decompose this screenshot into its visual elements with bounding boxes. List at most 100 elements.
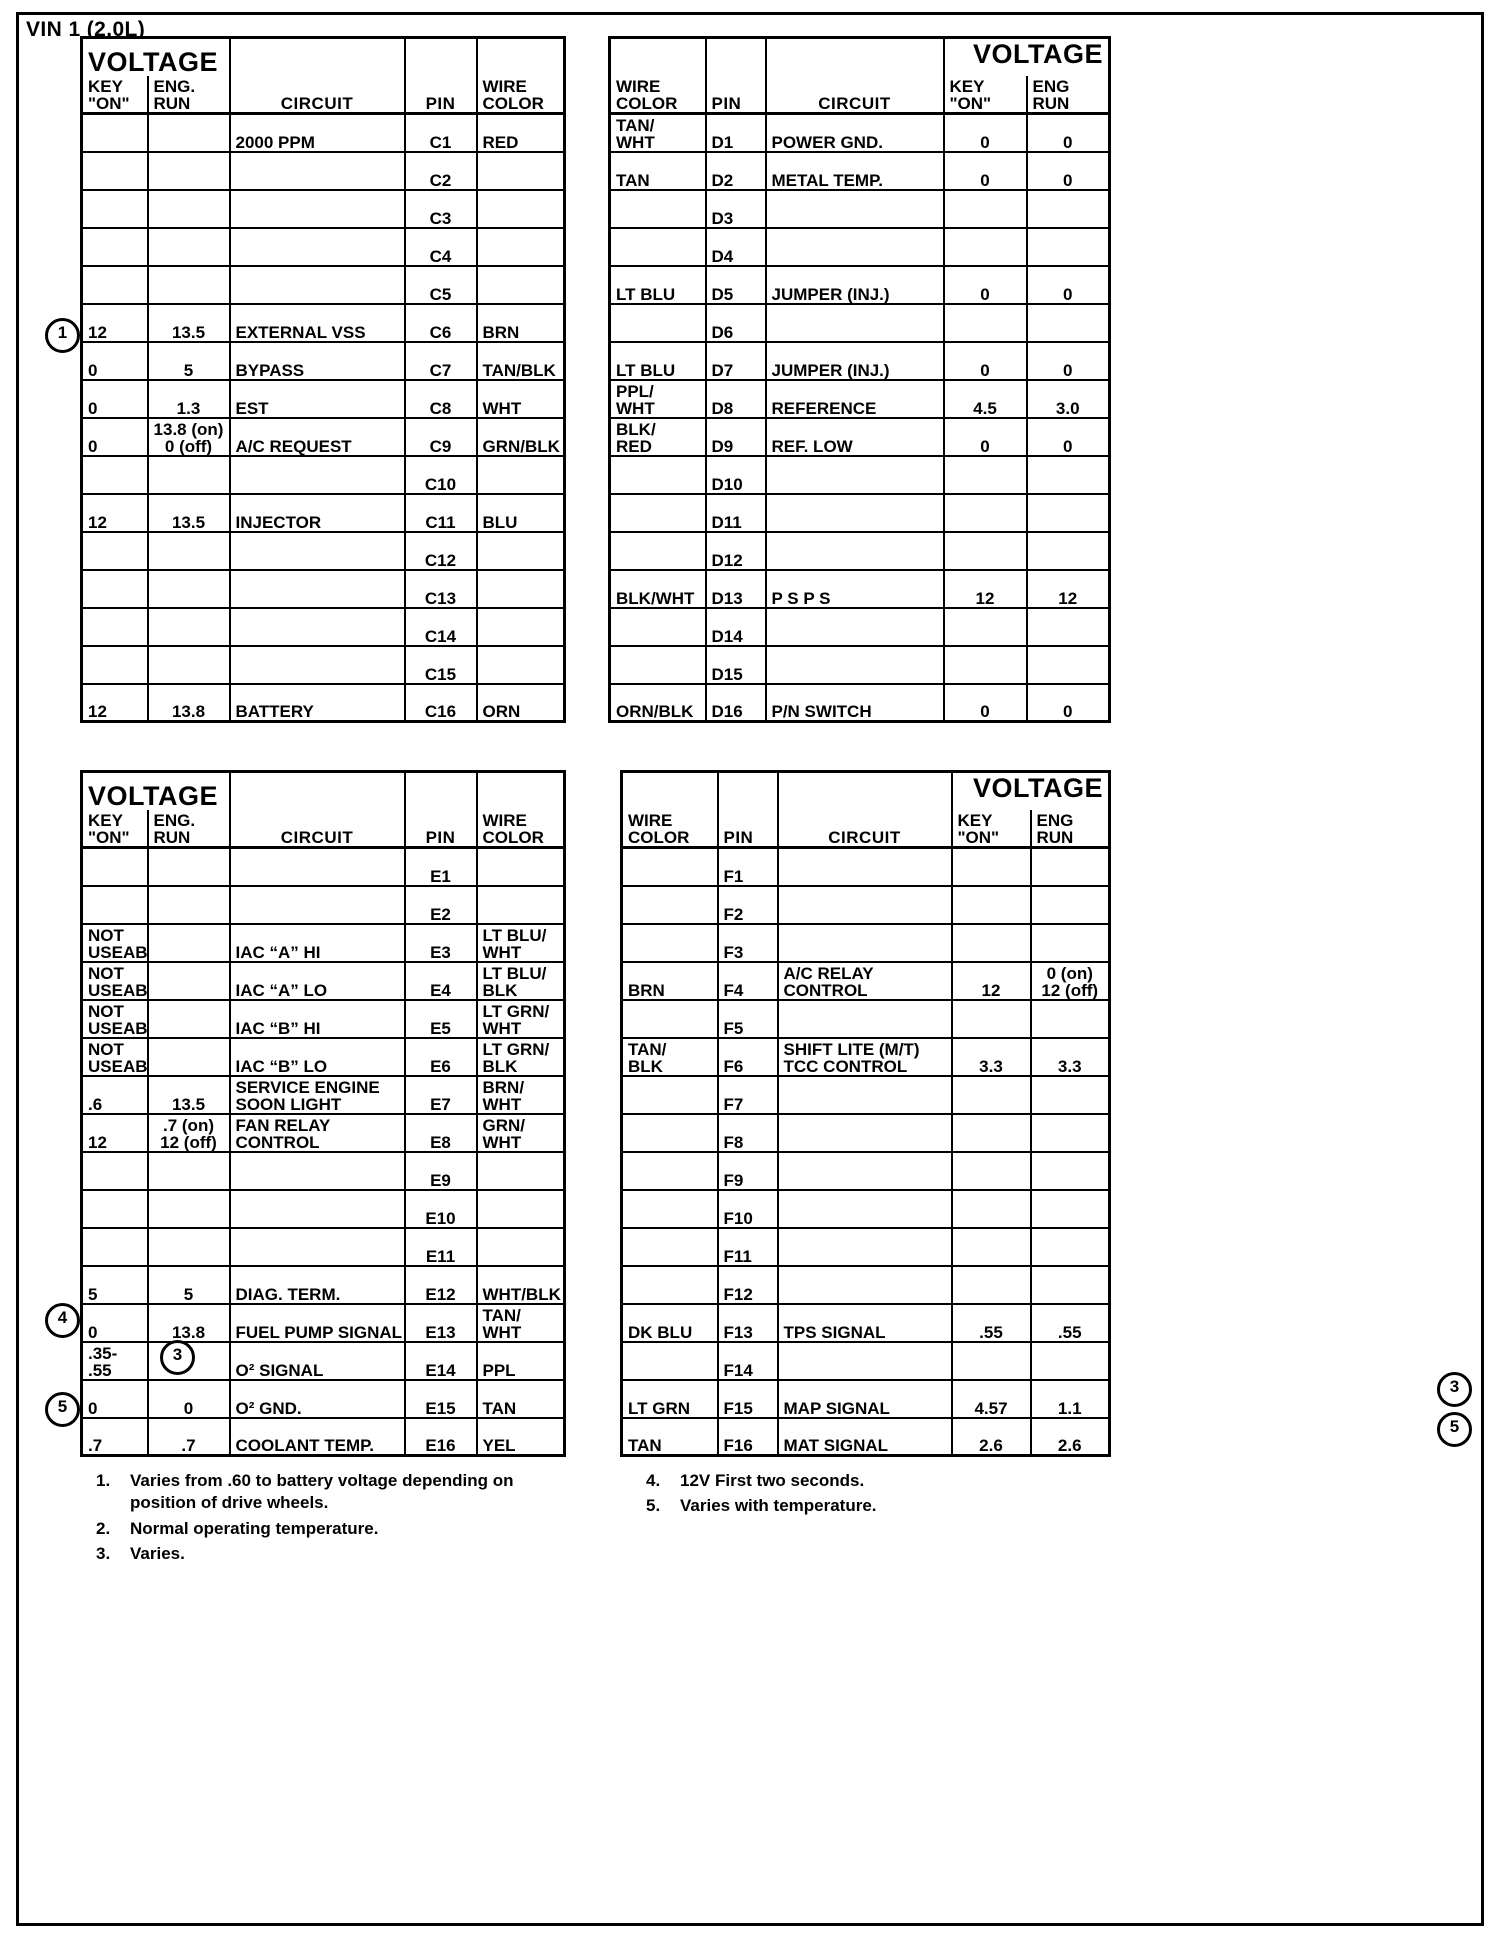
cell-line: 1.3 [176,398,201,418]
footnote-item: 5. Varies with temperature. [646,1495,1116,1517]
cell-circuit: FUEL PUMP SIGNAL [228,1302,406,1343]
cell-line: 3.3 [1057,1056,1082,1076]
voltage-header-f: VOLTAGE [950,770,1111,810]
cell-wire-color: LT BLU [608,340,707,381]
cell-circuit: INJECTOR [228,492,406,533]
cell-wire-color [608,302,707,343]
cell-line: 0 (on) [1046,963,1093,983]
cell-line: 12 (off) [160,1132,217,1152]
voltage-header-d: VOLTAGE [942,36,1111,76]
cell-line: 2.6 [979,1436,1003,1455]
cell-line: TAN/ [616,115,655,135]
cell-eng-run [146,264,231,305]
cell-key-on [80,1150,149,1191]
cell-pin: C14 [403,606,478,647]
cell-circuit [776,884,953,925]
cell-key-on [942,454,1028,495]
table-row: D11 [608,492,1111,533]
pin-header-d: PIN [704,36,767,115]
cell-wire-color [608,492,707,533]
cell-line: NOT [88,963,124,983]
footnote-item: 1. Varies from .60 to battery voltage dep… [96,1470,566,1515]
cell-line: WHT/BLK [482,1284,561,1304]
cell-line: TPS SIGNAL [783,1322,886,1342]
cell-line: E4 [430,980,451,1000]
cell-line: F5 [723,1018,744,1038]
callout-marker-4: 4 [45,1303,80,1338]
cell-line: 4.5 [973,398,997,418]
table-row: 0 13.8 FUEL PUMP SIGNAL E13 TAN/WHT [80,1302,566,1343]
cell-key-on: 12 [80,492,149,533]
cell-line: 13.8 [171,702,206,721]
cell-line: BLK [482,1056,518,1076]
cell-line: .55 [979,1322,1003,1342]
cell-wire-color [620,998,719,1039]
cell-line: D3 [711,208,734,228]
footnote-text: Varies with temperature. [680,1496,877,1516]
cell-line: PPL [482,1360,516,1380]
cell-wire-color [475,188,566,229]
eng-run-header-c: ENG. RUN [146,75,231,115]
cell-pin: E5 [403,998,478,1039]
cell-key-on [950,922,1032,963]
cell-line: C13 [424,588,457,608]
cell-wire-color [475,1188,566,1229]
table-row: C2 [80,150,566,191]
cell-wire-color [620,1264,719,1305]
callout-marker-5-right: 5 [1437,1412,1472,1447]
footnote-text: Varies. [130,1544,185,1564]
cell-pin: F11 [716,1226,779,1267]
wire-color-header-f: WIRE COLOR [620,770,719,849]
cell-line: BYPASS [235,360,305,380]
cell-key-on [80,644,149,685]
cell-line: TAN/ [482,1305,521,1325]
voltage-title: VOLTAGE [88,46,218,76]
table-row: TAN F16 MAT SIGNAL 2.6 2.6 [620,1416,1111,1457]
cell-line: WHT [482,942,522,962]
cell-eng-run [1029,1340,1111,1381]
cell-wire-color [608,644,707,685]
footnote-text: Varies from .60 to battery voltage depen… [130,1471,514,1513]
cell-line: TCC CONTROL [783,1056,908,1076]
table-row: F2 [620,884,1111,925]
cell-eng-run [146,644,231,685]
cell-wire-color: RED [475,112,566,153]
cell-line: D5 [711,284,734,304]
cell-line: F2 [723,904,744,924]
cell-circuit [228,606,406,647]
cell-circuit [228,264,406,305]
cell-line: USEABLE [88,1018,148,1038]
cell-key-on [942,188,1028,229]
footnote-item: 2. Normal operating temperature. [96,1518,566,1540]
cell-pin: C4 [403,226,478,267]
cell-circuit [228,884,406,925]
cell-wire-color [475,1150,566,1191]
table-row: F11 [620,1226,1111,1267]
table-row: D12 [608,530,1111,571]
cell-line: WHT [482,1322,522,1342]
cell-key-on: 12 [80,1112,149,1153]
cell-line: IAC “B” HI [235,1018,321,1038]
cell-eng-run: 13.8 [146,1302,231,1343]
cell-line: C3 [429,208,452,228]
table-row: D14 [608,606,1111,647]
cell-line: D2 [711,170,734,190]
cell-eng-run: 0 (on) 12 (off) [1029,960,1111,1001]
vin-label: VIN 1 (2.0L) [26,18,146,41]
cell-circuit [764,188,945,229]
cell-pin: D13 [704,568,767,609]
cell-line: 5 [183,360,194,380]
cell-pin: D5 [704,264,767,305]
cell-key-on [950,1074,1032,1115]
cell-line: NOT [88,1039,124,1059]
cell-pin: D10 [704,454,767,495]
callout-marker-5: 5 [45,1392,80,1427]
cell-wire-color: TAN/BLK [475,340,566,381]
table-row: 0 1.3 EST C8 WHT [80,378,566,419]
table-row: 5 5 DIAG. TERM. E12 WHT/BLK [80,1264,566,1305]
cell-key-on [80,454,149,495]
cell-wire-color: ORN [475,682,566,723]
cell-line: C7 [429,360,452,380]
cell-line: P/N SWITCH [771,702,872,721]
cell-pin: F12 [716,1264,779,1305]
